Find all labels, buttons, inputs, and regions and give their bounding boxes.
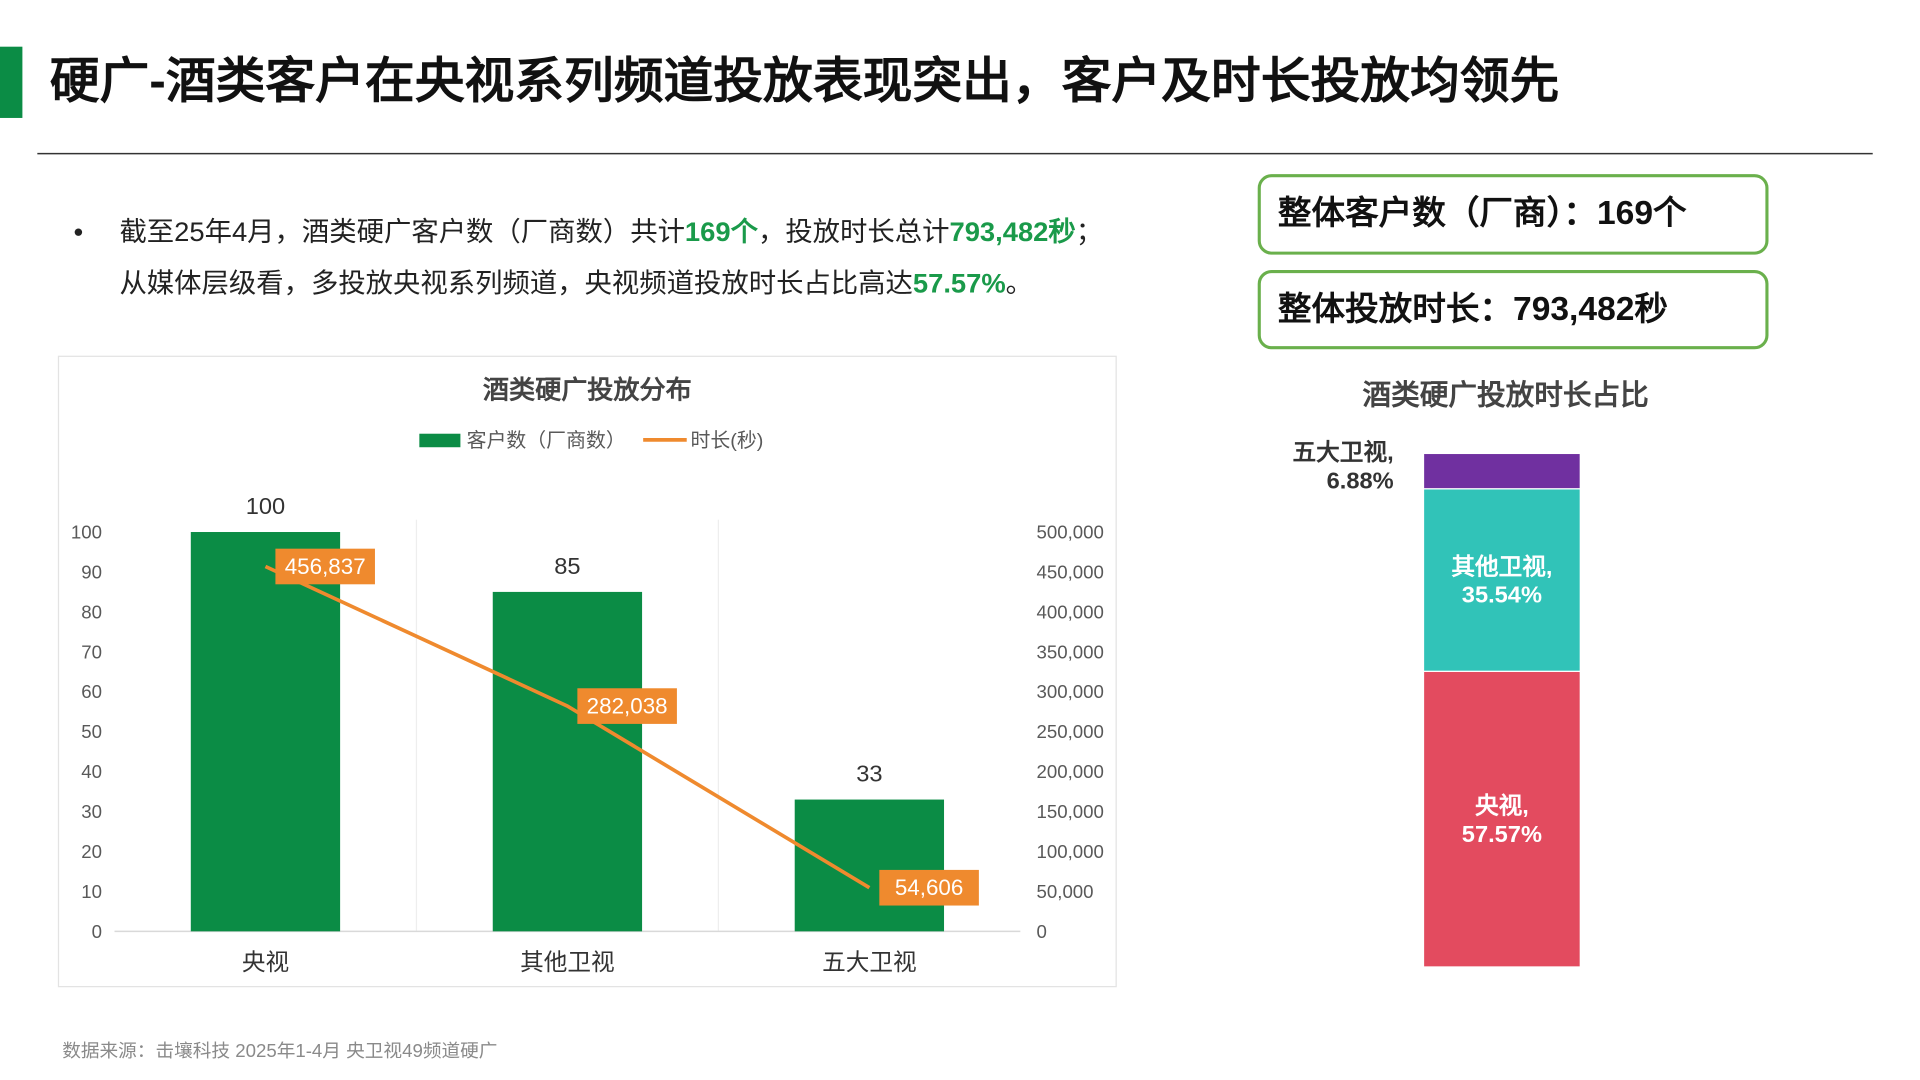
chart-title: 酒类硬广投放分布 <box>483 375 692 405</box>
kpi-box <box>1257 174 1769 255</box>
bullet-segment: ，投放时长总计 <box>758 216 950 247</box>
page-title: 硬广-酒类客户在央视系列频道投放表现突出，客户及时长投放均领先 <box>50 54 1560 109</box>
y-tick-label: 90 <box>81 562 102 583</box>
bar <box>190 532 341 932</box>
x-tick-label: 五大卫视 <box>822 949 917 975</box>
legend-label: 客户数（厂商数） <box>467 430 626 452</box>
y-tick-label: 50 <box>81 721 102 742</box>
bar <box>794 799 945 932</box>
y-tick-label: 70 <box>81 641 102 662</box>
segment-value-label: 35.54% <box>1462 582 1542 608</box>
legend-label: 时长(秒) <box>690 430 763 452</box>
bullet-segment: 793,482秒 <box>949 216 1075 247</box>
bar-value-label: 85 <box>554 553 580 579</box>
segment-name-label: 央视, <box>1475 793 1529 819</box>
y-tick-label: 60 <box>81 681 102 702</box>
y2-tick-label: 100,000 <box>1037 841 1104 862</box>
line-label-box <box>577 688 677 724</box>
line-value-label: 456,837 <box>285 554 366 579</box>
y-tick-label: 30 <box>81 801 102 822</box>
y2-tick-label: 200,000 <box>1037 761 1104 782</box>
segment-name-label: 五大卫视, <box>1293 439 1394 465</box>
y-tick-label: 10 <box>81 881 102 902</box>
legend-swatch <box>419 433 461 448</box>
y2-tick-label: 450,000 <box>1037 562 1104 583</box>
bar-value-label: 33 <box>856 761 882 787</box>
bullet-segment: 从媒体层级看，多投放央视系列频道，央视频道投放时长占比高达 <box>119 267 912 298</box>
chart-title: 酒类硬广投放时长占比 <box>1363 379 1649 412</box>
y2-tick-label: 500,000 <box>1037 522 1104 543</box>
y2-tick-label: 50,000 <box>1037 881 1094 902</box>
kpi-text: 整体客户数（厂商）：169个 <box>1278 194 1687 232</box>
y-tick-label: 0 <box>92 921 102 942</box>
y2-tick-label: 150,000 <box>1037 801 1104 822</box>
x-tick-label: 其他卫视 <box>520 949 615 975</box>
line-value-label: 282,038 <box>587 694 668 719</box>
stack-segment <box>1422 670 1581 968</box>
y2-tick-label: 250,000 <box>1037 721 1104 742</box>
title-accent <box>0 46 23 118</box>
stack-segment <box>1422 452 1581 490</box>
x-tick-label: 央视 <box>242 949 289 975</box>
bar <box>492 591 643 932</box>
bullet-dot <box>74 228 83 236</box>
line-series <box>264 564 871 890</box>
stack-segment <box>1422 488 1581 672</box>
segment-value-label: 6.88% <box>1327 468 1394 494</box>
bullet-segment: 57.57% <box>913 267 1006 298</box>
source-note: 数据来源：击壤科技 2025年1-4月 央卫视49频道硬广 <box>62 1040 497 1061</box>
y2-tick-label: 400,000 <box>1037 601 1104 622</box>
bullet-segment: 169个 <box>685 216 759 247</box>
segment-value-label: 57.57% <box>1462 821 1542 847</box>
y2-tick-label: 350,000 <box>1037 641 1104 662</box>
line-value-label: 54,606 <box>895 875 963 900</box>
line-label-box <box>879 869 979 906</box>
segment-name-label: 其他卫视, <box>1451 554 1552 580</box>
y-tick-label: 80 <box>81 601 102 622</box>
line-label-box <box>275 548 375 585</box>
kpi-text: 整体投放时长：793,482秒 <box>1278 291 1668 328</box>
y-tick-label: 100 <box>71 522 102 543</box>
y-tick-label: 20 <box>81 841 102 862</box>
bullet-segment: 。 <box>1006 267 1033 298</box>
bullet-segment: 截至25年4月，酒类硬广客户数（厂商数）共计 <box>119 216 684 247</box>
kpi-box <box>1257 270 1769 350</box>
bullet-line: 从媒体层级看，多投放央视系列频道，央视频道投放时长占比高达57.57%。 <box>119 267 1033 298</box>
y2-tick-label: 0 <box>1037 921 1047 942</box>
bullet-segment: ； <box>1076 216 1103 247</box>
y2-tick-label: 300,000 <box>1037 681 1104 702</box>
bullet-line: 截至25年4月，酒类硬广客户数（厂商数）共计169个，投放时长总计793,482… <box>119 216 1103 247</box>
bar-value-label: 100 <box>246 493 285 519</box>
y-tick-label: 40 <box>81 761 102 782</box>
